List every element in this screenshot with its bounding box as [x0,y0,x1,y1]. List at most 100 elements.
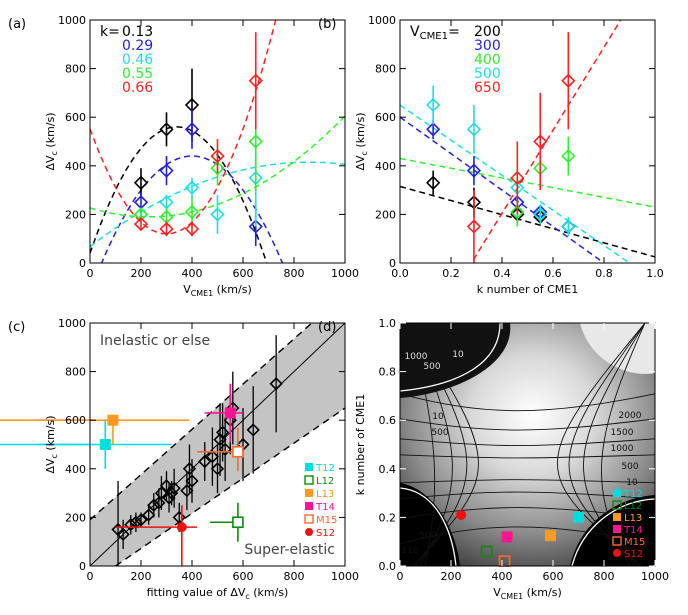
fit-curve [90,115,345,218]
x-tick-label: 400 [492,570,513,583]
contour-line [409,323,436,566]
legend-label: M15 [624,537,645,548]
legend-marker [305,463,313,471]
contour-line [400,479,655,484]
data-point-diamond [561,148,576,164]
x-tick-label: 0 [87,267,94,280]
y-tick-label: 1000 [368,14,396,27]
y-tick-label: 800 [375,63,396,76]
panel-label: (c) [8,320,25,335]
legend-label: M15 [316,515,337,526]
data-point-diamond [561,219,576,234]
y-tick-label: 0 [79,257,86,270]
legend-marker [613,549,621,557]
legend-label: L12 [316,476,334,487]
event-marker [232,445,244,458]
legend-entry: 0.66 [122,80,153,96]
legend-marker [613,513,621,521]
contour-label: 500 [621,462,638,472]
annotation-inelastic: Inelastic or else [100,333,210,349]
y-tick-label: 600 [65,111,86,124]
fit-curve [470,20,622,263]
data-point-diamond [510,170,525,186]
legend-marker [304,475,314,485]
contour-label: 10 [626,478,638,488]
y-axis-label: ΔVc (km/s) [44,112,59,170]
contour-line [400,491,655,500]
legend-marker [305,528,313,536]
contour-line-white [400,323,501,392]
legend-entry: 0.46 [122,52,153,68]
data-point-diamond [210,207,225,222]
data-point-diamond [248,134,263,149]
event-marker [456,509,467,520]
data-point-diamond [533,134,548,149]
legend-entry: 0.29 [122,38,153,54]
data-point-diamond [124,518,138,532]
data-point-diamond [426,97,441,113]
x-axis-label: VCME1 (km/s) [493,586,562,601]
fit-curve [90,20,277,235]
x-tick-label: 200 [441,570,462,583]
legend-entry: 0.13 [122,24,153,40]
data-point-diamond [116,527,130,542]
data-point-diamond [218,442,232,456]
data-point-diamond [561,73,576,88]
fit-curve [400,104,631,263]
data-point-diamond [248,73,263,88]
contour-label: 500 [431,428,448,438]
contour-line [601,323,646,566]
y-tick-label: 200 [375,208,396,221]
legend-entry: 400 [474,52,501,68]
data-point-diamond [180,484,194,498]
x-tick-label: 1000 [641,570,669,583]
event-marker [107,414,119,426]
y-tick-label: 600 [375,111,396,124]
legend-label: T12 [623,489,643,500]
y-tick-label: 0.8 [379,366,397,379]
legend-marker [304,514,314,524]
x-tick-label: 0.8 [595,267,613,280]
legend-entry: 0.55 [122,66,153,82]
contour-label: 1000 [611,444,634,454]
x-tick-label: 800 [284,267,305,280]
data-point-diamond [164,486,179,500]
plot-frame [89,322,346,567]
y-tick-label: 400 [65,160,86,173]
x-axis-label: fitting value of ΔVc (km/s) [147,586,289,601]
contour-line [409,323,468,566]
plot-frame [399,19,656,264]
data-point-diamond [426,175,441,190]
data-point-diamond [184,122,200,137]
data-point-diamond [426,122,441,137]
data-point-diamond [466,163,482,178]
data-point-diamond [133,216,149,232]
y-tick-label: 600 [65,414,86,427]
plot-frame [89,19,346,264]
legend-entry: 650 [474,80,501,96]
contour-label: 2000 [619,411,642,421]
panel-a: 0 200 400 600 800 1000 0 200 400 600 800 1000 VCME1 … [8,14,359,298]
y-tick-label: 0 [79,560,86,573]
y-tick-label: 0.0 [379,560,397,573]
data-point-diamond [184,221,200,237]
event-marker [232,516,244,529]
contour-label: 1000 [405,352,428,362]
data-point-diamond [152,496,166,510]
y-tick-label: 800 [65,366,86,379]
y-tick-label: 0.4 [379,463,397,476]
data-point-diamond [154,486,169,500]
event-marker [573,511,584,523]
legend-title: k= [100,24,120,40]
x-axis-label: VCME1 (km/s) [183,283,252,298]
data-point-diamond [466,219,482,234]
heatmap-dark-region [570,495,655,566]
y-tick-label: 400 [375,160,396,173]
data-point-diamond [466,122,482,137]
contour-label: 1500 [611,428,634,438]
y-axis-label: ΔVc (km/s) [44,415,59,473]
data-point-diamond [510,204,525,220]
contour-line [400,454,655,459]
x-tick-label: 400 [182,570,203,583]
data-point-diamond [142,508,156,522]
